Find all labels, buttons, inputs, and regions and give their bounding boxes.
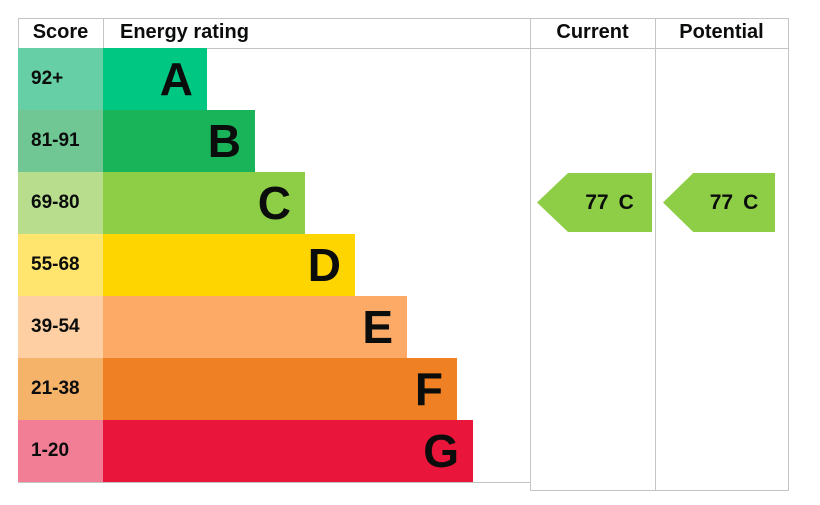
band-score-g: 1-20	[18, 420, 103, 482]
band-bar-d: D	[103, 234, 355, 296]
band-bar-a: A	[103, 48, 207, 110]
band-letter-c: C	[257, 177, 291, 229]
band-letter-g: G	[423, 425, 459, 477]
band-letter-d: D	[307, 239, 341, 291]
band-letter-b: B	[207, 115, 241, 167]
potential-rating-arrow: 77 C	[663, 173, 775, 232]
current-rating-label: 77 C	[555, 191, 634, 215]
band-bar-b: B	[103, 110, 255, 172]
band-bar-e: E	[103, 296, 407, 358]
band-score-a: 92+	[18, 48, 103, 110]
potential-column-right-border	[788, 18, 789, 490]
potential-rating-band: C	[743, 190, 759, 214]
potential-header: Potential	[679, 21, 764, 43]
potential-rating-label: 77 C	[680, 191, 759, 215]
current-rating-value: 77	[585, 190, 609, 214]
current-column-left-border	[530, 18, 531, 490]
score-header: Score	[32, 21, 89, 43]
table-top-border	[18, 18, 788, 19]
current-rating-band: C	[618, 190, 634, 214]
band-score-e: 39-54	[18, 296, 103, 358]
band-letter-f: F	[414, 363, 443, 415]
band-score-d: 55-68	[18, 234, 103, 296]
energy-rating-header: Energy rating	[120, 21, 249, 43]
header-divider	[103, 18, 104, 48]
band-letter-e: E	[362, 301, 393, 353]
columns-bottom-border	[530, 490, 789, 491]
band-letter-a: A	[159, 53, 193, 105]
band-bar-f: F	[103, 358, 457, 420]
header-left-border	[18, 18, 19, 48]
header-underline	[18, 48, 788, 49]
band-bar-c: C	[103, 172, 305, 234]
band-score-b: 81-91	[18, 110, 103, 172]
band-score-c: 69-80	[18, 172, 103, 234]
current-header: Current	[556, 21, 629, 43]
current-column-right-border	[655, 18, 656, 490]
band-bar-g: G	[103, 420, 473, 482]
band-score-f: 21-38	[18, 358, 103, 420]
potential-rating-value: 77	[709, 190, 734, 214]
current-rating-arrow: 77 C	[537, 173, 652, 232]
table-bottom-border	[18, 482, 530, 483]
